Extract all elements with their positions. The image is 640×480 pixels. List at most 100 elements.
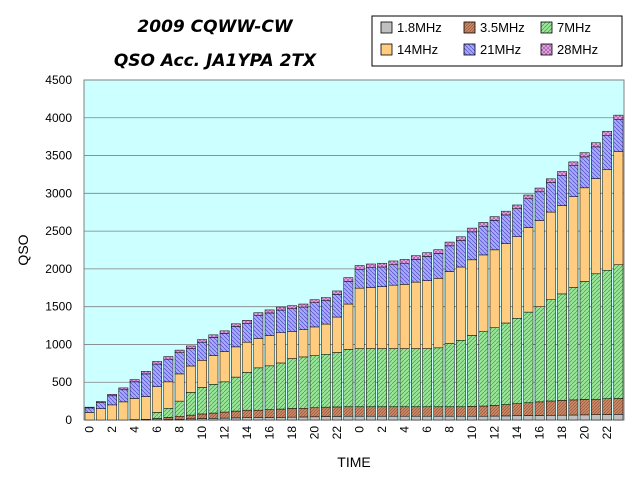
bar-segment-21mhz [129, 381, 140, 399]
bar-segment-28mhz [298, 303, 309, 308]
bar-segment-28mhz [366, 263, 376, 269]
y-tick-label: 2000 [45, 262, 72, 276]
bar-segment-3-5mhz [354, 406, 365, 417]
x-tick-label: 12 [218, 426, 232, 440]
bar-segment-1-8mhz [489, 415, 500, 421]
bar-segment-1-8mhz [264, 417, 275, 421]
bar-stack-4 [129, 379, 140, 421]
bar-segment-14mhz [422, 280, 432, 349]
bar-segment-14mhz [298, 329, 309, 358]
bar-segment-21mhz [343, 281, 354, 305]
bar-segment-1-8mhz [422, 415, 432, 421]
legend-label-21mhz: 21MHz [480, 42, 521, 57]
bar-segment-1-8mhz [276, 417, 286, 421]
bar-segment-7mhz [388, 348, 399, 408]
bar-segment-28mhz [287, 305, 297, 309]
bar-segment-3-5mhz [613, 398, 624, 415]
x-axis-ticks: 0 2 4 6 8 10 12 14 16 18 20 22 0 2 4 6 8 10 12 14 16 18 20 22 [83, 426, 615, 440]
bar-segment-21mhz [467, 231, 477, 261]
bar-segment-1-8mhz [534, 415, 545, 421]
bar-segment-14mhz [343, 303, 354, 350]
bar-segment-7mhz [219, 381, 230, 413]
legend: 1.8MHz 3.5MHz 7MHz 14MHz 21MHz 28MHz [371, 15, 623, 67]
x-tick-label: 20 [578, 426, 592, 440]
bar-segment-21mhz [141, 373, 151, 397]
bar-segment-14mhz [557, 205, 567, 295]
bar-stack-7 [163, 356, 174, 421]
bar-stack-31 [433, 249, 444, 421]
bar-segment-28mhz [534, 187, 545, 193]
bar-segment-7mhz [579, 281, 590, 400]
bar-segment-3-5mhz [287, 408, 297, 418]
bar-segment-28mhz [388, 260, 399, 265]
bar-segment-1-8mhz [523, 415, 534, 421]
bar-segment-7mhz [433, 347, 444, 408]
y-tick-label: 1500 [45, 300, 72, 314]
bar-segment-14mhz [129, 398, 140, 420]
bar-stack-8 [174, 349, 185, 421]
bar-segment-14mhz [208, 355, 219, 385]
bar-segment-7mhz [422, 348, 432, 408]
bar-segment-28mhz [546, 178, 556, 183]
bar-segment-28mhz [84, 406, 95, 409]
x-tick-label: 6 [420, 426, 434, 433]
bar-stack-45 [591, 142, 601, 421]
x-tick-label: 16 [263, 426, 277, 440]
bar-segment-14mhz [186, 365, 196, 393]
bar-segment-7mhz [298, 356, 309, 409]
bar-segment-28mhz [433, 249, 444, 254]
bar-segment-3-5mhz [242, 409, 252, 418]
bar-segment-21mhz [534, 191, 545, 221]
bar-segment-21mhz [332, 294, 342, 318]
bar-segment-14mhz [309, 326, 320, 356]
bar-segment-28mhz [444, 241, 455, 247]
bar-segment-28mhz [174, 349, 185, 354]
bar-stack-24 [354, 265, 365, 421]
bar-segment-21mhz [84, 407, 95, 413]
bar-segment-7mhz [309, 355, 320, 409]
bar-segment-28mhz [197, 339, 207, 343]
bar-segment-3-5mhz [377, 406, 387, 417]
y-tick-label: 3500 [45, 149, 72, 163]
bar-segment-7mhz [523, 311, 534, 404]
bar-segment-21mhz [242, 323, 252, 343]
bar-segment-3-5mhz [399, 406, 410, 417]
bar-segment-1-8mhz [321, 416, 331, 421]
bar-segment-21mhz [602, 135, 612, 171]
bar-segment-14mhz [96, 408, 106, 421]
x-tick-label: 18 [555, 426, 569, 440]
bar-segment-14mhz [512, 236, 522, 319]
bar-segment-7mhz [546, 299, 556, 402]
bar-segment-14mhz [366, 287, 376, 349]
bar-segment-28mhz [568, 161, 579, 166]
bar-segment-21mhz [478, 225, 489, 256]
stacked-bars [84, 114, 624, 421]
bar-segment-3-5mhz [602, 398, 612, 415]
bar-stack-29 [411, 255, 421, 421]
bar-stack-5 [141, 371, 151, 421]
y-axis-ticks: 0 500 1000 1500 2000 2500 3000 3500 4000 4500 [45, 73, 72, 427]
y-tick-label: 1000 [45, 337, 72, 351]
bar-segment-7mhz [287, 358, 297, 409]
bar-segment-21mhz [174, 352, 185, 375]
bar-segment-3-5mhz [568, 399, 579, 416]
gridlines [84, 79, 624, 421]
bar-segment-14mhz [152, 386, 162, 413]
bar-stack-2 [107, 394, 117, 421]
y-tick-label: 2500 [45, 224, 72, 238]
bar-segment-3-5mhz [388, 406, 399, 417]
bar-segment-7mhz [163, 408, 174, 418]
bar-segment-14mhz [489, 249, 500, 328]
bar-segment-14mhz [591, 178, 601, 275]
bar-segment-7mhz [399, 348, 410, 408]
bar-segment-21mhz [613, 119, 624, 152]
bar-segment-28mhz [332, 290, 342, 295]
bar-segment-28mhz [512, 204, 522, 209]
bar-segment-3-5mhz [197, 413, 207, 419]
bar-segment-7mhz [489, 327, 500, 406]
bar-segment-3-5mhz [546, 400, 556, 416]
bar-segment-7mhz [534, 306, 545, 403]
bar-segment-1-8mhz [388, 415, 399, 421]
bar-stack-35 [478, 222, 489, 421]
bar-segment-28mhz [343, 277, 354, 282]
